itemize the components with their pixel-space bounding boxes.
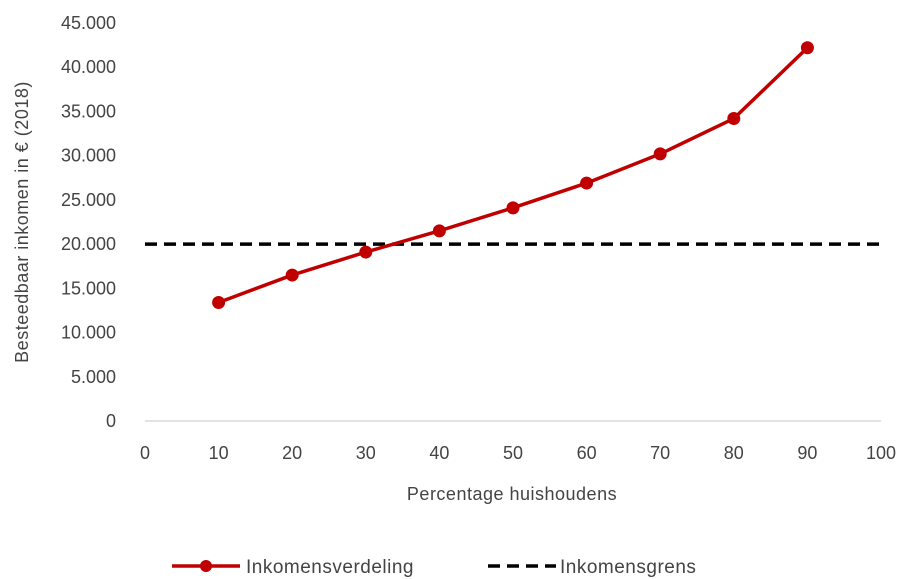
data-point-inkomensverdeling bbox=[212, 295, 226, 309]
legend-item-inkomensgrens: Inkomensgrens bbox=[488, 557, 696, 578]
x-tick-label: 90 bbox=[797, 443, 817, 463]
legend-label-inkomensverdeling: Inkomensverdeling bbox=[246, 557, 414, 578]
legend-label-inkomensgrens: Inkomensgrens bbox=[560, 557, 696, 578]
x-axis-tick-labels: 0 10 20 30 40 50 60 70 80 90 100 bbox=[140, 443, 896, 463]
y-axis-tick-labels: 0 5.000 10.000 15.000 20.000 25.000 30.000 35.0… bbox=[61, 13, 116, 431]
data-point-inkomensverdeling bbox=[580, 176, 594, 190]
data-point-inkomensverdeling bbox=[506, 201, 520, 215]
data-point-inkomensverdeling bbox=[285, 268, 299, 282]
x-tick-label: 60 bbox=[577, 443, 597, 463]
legend-marker-inkomensverdeling bbox=[200, 560, 212, 572]
x-tick-label: 0 bbox=[140, 443, 150, 463]
x-tick-label: 70 bbox=[650, 443, 670, 463]
x-tick-label: 10 bbox=[209, 443, 229, 463]
y-tick-label: 30.000 bbox=[61, 146, 116, 166]
y-tick-label: 25.000 bbox=[61, 190, 116, 210]
legend-item-inkomensverdeling: Inkomensverdeling bbox=[172, 557, 414, 578]
data-point-inkomensverdeling bbox=[800, 41, 814, 55]
data-point-inkomensverdeling bbox=[432, 224, 446, 238]
y-tick-label: 10.000 bbox=[61, 323, 116, 343]
y-tick-label: 20.000 bbox=[61, 234, 116, 254]
data-point-inkomensverdeling bbox=[727, 112, 741, 126]
y-tick-label: 35.000 bbox=[61, 101, 116, 121]
data-point-inkomensverdeling bbox=[653, 147, 667, 161]
x-tick-label: 30 bbox=[356, 443, 376, 463]
x-tick-label: 20 bbox=[282, 443, 302, 463]
x-tick-label: 40 bbox=[429, 443, 449, 463]
series-line-inkomensverdeling bbox=[217, 46, 809, 305]
y-tick-label: 15.000 bbox=[61, 278, 116, 298]
y-tick-label: 0 bbox=[106, 411, 116, 431]
y-axis-title: Besteedbaar inkomen in € (2018) bbox=[12, 81, 32, 363]
legend: Inkomensverdeling Inkomensgrens bbox=[172, 557, 696, 578]
data-point-inkomensverdeling bbox=[359, 245, 373, 259]
x-tick-label: 50 bbox=[503, 443, 523, 463]
y-tick-label: 40.000 bbox=[61, 57, 116, 77]
y-tick-label: 5.000 bbox=[71, 367, 116, 387]
y-tick-label: 45.000 bbox=[61, 13, 116, 33]
x-tick-label: 80 bbox=[724, 443, 744, 463]
series-layer bbox=[145, 41, 881, 309]
x-tick-label: 100 bbox=[866, 443, 896, 463]
x-axis-title: Percentage huishoudens bbox=[407, 484, 617, 504]
